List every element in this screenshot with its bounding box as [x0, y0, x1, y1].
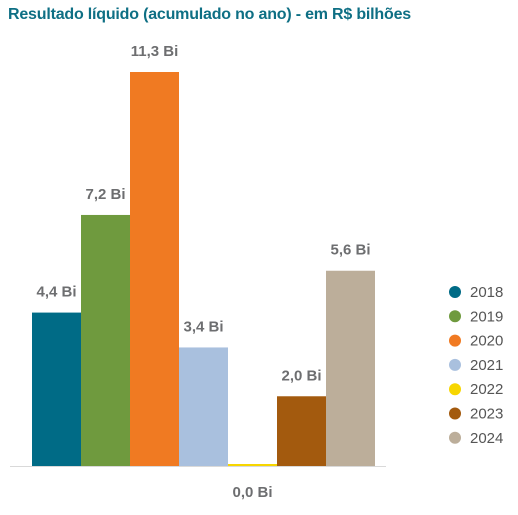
legend-marker-2018	[449, 286, 461, 298]
data-label-2018: 4,4 Bi	[36, 284, 76, 301]
bar-2018	[32, 312, 81, 466]
legend-label-2023: 2023	[470, 406, 503, 423]
bar-2023	[277, 396, 326, 466]
data-label-2024: 5,6 Bi	[330, 242, 370, 259]
legend-label-2020: 2020	[470, 333, 503, 350]
legend-label-2019: 2019	[470, 308, 503, 325]
legend-marker-2022	[449, 383, 461, 396]
data-label-2020: 11,3 Bi	[131, 43, 179, 60]
legend-label-2018: 2018	[470, 284, 503, 301]
bar-2022	[228, 464, 277, 466]
data-label-2019: 7,2 Bi	[85, 186, 125, 203]
data-labels-group: 4,4 Bi 7,2 Bi 11,3 Bi 3,4 Bi 0,0 Bi 2,0 Bi 5,6…	[36, 43, 370, 501]
legend-marker-2019	[449, 310, 461, 323]
legend-marker-2023	[449, 407, 461, 420]
data-label-2022: 0,0 Bi	[232, 484, 272, 501]
data-label-2023: 2,0 Bi	[281, 367, 321, 384]
legend-label-2022: 2022	[470, 381, 503, 398]
bar-2019	[81, 214, 130, 466]
legend-marker-2020	[449, 334, 461, 347]
bar-2021	[179, 347, 228, 466]
bar-2020	[130, 72, 179, 466]
legend-marker-2024	[449, 431, 461, 444]
bars-group	[32, 72, 375, 466]
bar-2024	[326, 270, 375, 466]
chart-title: Resultado líquido (acumulado no ano) - e…	[8, 6, 411, 23]
legend-label-2021: 2021	[470, 357, 503, 374]
legend-label-2024: 2024	[470, 430, 503, 447]
legend: 2018 2019 2020 2021 2022 2023 2024	[449, 284, 503, 447]
data-label-2021: 3,4 Bi	[183, 318, 223, 335]
legend-marker-2021	[449, 358, 461, 371]
